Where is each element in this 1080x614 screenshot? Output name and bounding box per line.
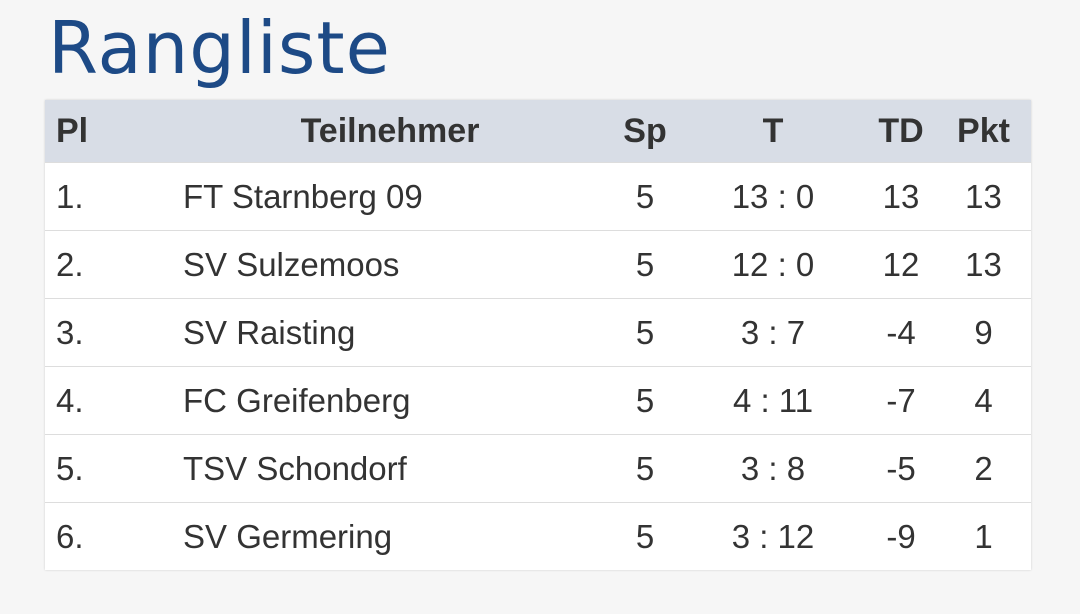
table-cell: -5: [866, 434, 936, 503]
table-body: 1. FT Starnberg 09 5 13 : 0 13 13 2. SV Sulzemo…: [45, 162, 1031, 570]
table-cell: 1.: [45, 162, 170, 231]
table-cell: 1: [936, 502, 1031, 570]
column-header: TD: [866, 100, 936, 163]
table-cell: 3.: [45, 298, 170, 367]
page-title: Rangliste: [48, 6, 391, 90]
table-cell: SV Sulzemoos: [170, 230, 610, 299]
column-header: Pl: [45, 100, 170, 163]
table-cell: 13: [936, 230, 1031, 299]
column-header: T: [680, 100, 866, 163]
table-cell: 5.: [45, 434, 170, 503]
table-cell: 9: [936, 298, 1031, 367]
table-cell: -9: [866, 502, 936, 570]
table-cell: 12 : 0: [680, 230, 866, 299]
table-cell: 5: [610, 298, 680, 367]
table-cell: 4 : 11: [680, 366, 866, 435]
table-cell: 5: [610, 162, 680, 231]
table-row: 6. SV Germering 5 3 : 12 -9 1: [45, 502, 1031, 570]
table-cell: 5: [610, 434, 680, 503]
table-cell: 12: [866, 230, 936, 299]
table-cell: 13: [866, 162, 936, 231]
table-row: 4. FC Greifenberg 5 4 : 11 -7 4: [45, 366, 1031, 435]
table-cell: 4.: [45, 366, 170, 435]
table-cell: 2.: [45, 230, 170, 299]
table-cell: 3 : 8: [680, 434, 866, 503]
table-cell: SV Germering: [170, 502, 610, 570]
table-cell: 13 : 0: [680, 162, 866, 231]
table-row: 5. TSV Schondorf 5 3 : 8 -5 2: [45, 434, 1031, 503]
column-header: Pkt: [936, 100, 1031, 163]
table-cell: TSV Schondorf: [170, 434, 610, 503]
table-cell: FT Starnberg 09: [170, 162, 610, 231]
table-cell: SV Raisting: [170, 298, 610, 367]
table-cell: 4: [936, 366, 1031, 435]
table-row: 2. SV Sulzemoos 5 12 : 0 12 13: [45, 230, 1031, 299]
column-header: Teilnehmer: [170, 100, 610, 163]
table-cell: 5: [610, 366, 680, 435]
table-cell: 6.: [45, 502, 170, 570]
column-header: Sp: [610, 100, 680, 163]
header-row: Pl Teilnehmer Sp T TD Pkt: [45, 100, 1031, 163]
table-cell: 2: [936, 434, 1031, 503]
table-cell: FC Greifenberg: [170, 366, 610, 435]
table-row: 1. FT Starnberg 09 5 13 : 0 13 13: [45, 162, 1031, 231]
table-cell: 5: [610, 230, 680, 299]
table-cell: 13: [936, 162, 1031, 231]
table-cell: 3 : 7: [680, 298, 866, 367]
table-cell: -4: [866, 298, 936, 367]
table-row: 3. SV Raisting 5 3 : 7 -4 9: [45, 298, 1031, 367]
table-cell: 3 : 12: [680, 502, 866, 570]
table-cell: 5: [610, 502, 680, 570]
table-cell: -7: [866, 366, 936, 435]
ranking-table: Pl Teilnehmer Sp T TD Pkt 1. FT Starnberg 09 5 1…: [45, 100, 1031, 570]
